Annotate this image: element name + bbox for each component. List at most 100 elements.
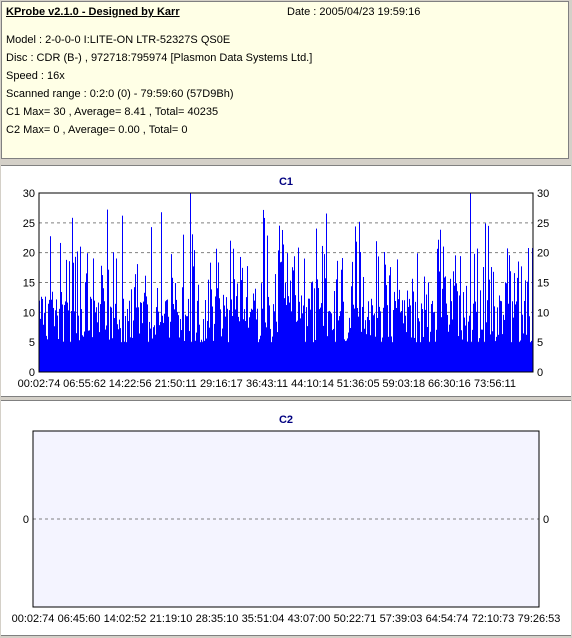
c1-bar	[70, 342, 71, 372]
c1-bar	[347, 338, 348, 372]
c1-bar	[290, 280, 291, 372]
x-tick-label: 50:22:71	[334, 613, 377, 625]
c1-bar	[311, 282, 312, 372]
c1-bar	[418, 318, 419, 372]
c1-bar	[200, 342, 201, 372]
c1-bar	[154, 325, 155, 372]
c1-bar	[116, 258, 117, 372]
c1-bar	[121, 342, 122, 372]
c1-bar	[213, 340, 214, 372]
c1-bar	[344, 339, 345, 372]
c1-bar	[194, 250, 195, 372]
scan-date: Date : 2005/04/23 19:59:16	[287, 6, 421, 18]
c1-bar	[368, 301, 369, 372]
c1-bar	[503, 314, 504, 372]
c1-bar	[339, 316, 340, 372]
y-tick-label-left: 30	[23, 188, 35, 200]
c1-bar	[402, 300, 403, 372]
c1-bar	[472, 329, 473, 372]
c1-bar	[510, 271, 511, 372]
c1-bar	[491, 267, 492, 372]
c1-bar	[315, 340, 316, 372]
c1-bar	[258, 342, 259, 372]
c1-bar	[275, 274, 276, 372]
c1-bar	[187, 316, 188, 372]
c1-bar	[180, 319, 181, 372]
c1-bar	[83, 336, 84, 372]
c1-bar	[385, 264, 386, 372]
c1-bar	[524, 300, 525, 372]
c1-bar	[365, 320, 366, 372]
c1-bar	[221, 336, 222, 372]
c1-bar	[239, 321, 240, 372]
c1-bar	[461, 330, 462, 372]
c1-bar	[220, 309, 221, 372]
c1-bar	[493, 271, 494, 372]
c1-bar	[456, 283, 457, 372]
c1-bar	[171, 254, 172, 372]
c1-bar	[396, 307, 397, 372]
c1-bar	[401, 311, 402, 372]
c1-bar	[65, 301, 66, 372]
c1-bar	[496, 336, 497, 372]
c1-bar	[139, 333, 140, 372]
c1-bar	[191, 342, 192, 372]
c1-bar	[501, 301, 502, 372]
c1-bar	[209, 327, 210, 372]
c1-bar	[458, 336, 459, 372]
c1-bar	[262, 308, 263, 372]
c1-bar	[322, 245, 323, 372]
c1-bar	[354, 308, 355, 372]
c1-bar	[376, 241, 377, 372]
c1-bar	[364, 328, 365, 372]
c1-bar	[459, 295, 460, 372]
c1-bar	[40, 318, 41, 372]
c1-bar	[144, 292, 145, 372]
c1-bar	[475, 301, 476, 372]
c1-bar	[61, 291, 62, 372]
c1-bar	[179, 337, 180, 372]
c1-bar	[237, 283, 238, 372]
c1-bar	[329, 310, 330, 372]
c1-bar	[490, 334, 491, 372]
c1-bar	[478, 342, 479, 372]
c1-bar	[77, 251, 78, 372]
c1-bar	[162, 315, 163, 372]
c1-bar	[486, 322, 487, 372]
c1-bar	[93, 258, 94, 372]
c1-bar	[528, 248, 529, 372]
plot-frame	[38, 192, 534, 373]
c1-bar	[515, 304, 516, 372]
c1-bar	[126, 342, 127, 372]
c1-bar	[335, 342, 336, 372]
y-tick-label-left: 10	[23, 307, 35, 319]
c1-bar	[406, 332, 407, 372]
c1-bar	[227, 308, 228, 372]
c1-bar	[63, 341, 64, 372]
c1-bar	[91, 298, 92, 372]
c1-bar	[111, 307, 112, 372]
c1-bar	[183, 234, 184, 372]
c1-bar	[251, 308, 252, 372]
c1-bar	[484, 342, 485, 372]
c1-bar	[448, 331, 449, 372]
c1-bar	[181, 330, 182, 372]
c1-bar	[145, 275, 146, 372]
c1-bar	[404, 300, 405, 372]
c1-bar	[516, 301, 517, 372]
c1-bar	[267, 235, 268, 372]
c1-bar	[210, 262, 211, 372]
c1-bar	[357, 308, 358, 372]
c1-bar	[98, 302, 99, 372]
c1-bar	[163, 322, 164, 372]
c1-bar	[80, 246, 81, 372]
c1-bar	[224, 305, 225, 372]
c1-bar	[110, 306, 111, 372]
c1-bar	[201, 339, 202, 372]
c1-bar	[334, 290, 335, 372]
y-tick-label-left: 15	[23, 278, 35, 290]
c1-bar	[330, 311, 331, 372]
c1-bar	[499, 295, 500, 372]
c1-bar	[64, 305, 65, 372]
c1-bar	[288, 296, 289, 372]
